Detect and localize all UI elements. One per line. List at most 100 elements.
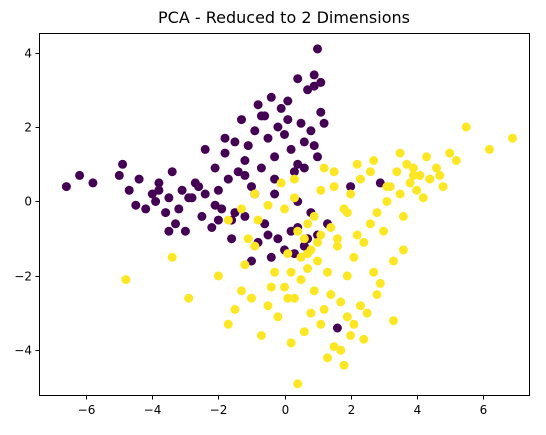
y-axis-ticks: −4 −2 0 2 4 [14, 47, 40, 358]
data-point-class-0 [184, 193, 194, 203]
data-point-class-0 [286, 144, 296, 154]
y-tick-label: 4 [24, 47, 32, 61]
data-point-class-1 [293, 379, 303, 389]
data-point-class-1 [237, 286, 246, 296]
data-point-class-0 [217, 204, 227, 214]
data-point-class-1 [359, 237, 369, 247]
data-point-class-0 [299, 137, 309, 147]
data-point-class-0 [194, 182, 204, 192]
data-point-class-1 [329, 182, 339, 192]
data-point-class-1 [415, 170, 425, 180]
data-point-class-0 [313, 152, 322, 162]
data-point-class-0 [134, 174, 144, 184]
data-point-class-1 [382, 197, 392, 206]
data-point-class-0 [240, 170, 250, 180]
x-tick-label: −2 [210, 403, 228, 417]
data-point-class-0 [253, 100, 263, 110]
data-point-class-1 [250, 241, 260, 251]
data-point-class-0 [260, 219, 270, 229]
data-point-class-0 [299, 163, 309, 173]
data-point-class-1 [372, 208, 382, 218]
data-point-class-0 [276, 103, 286, 113]
data-point-class-0 [200, 144, 210, 154]
data-point-class-0 [124, 185, 134, 195]
data-point-class-1 [375, 278, 385, 288]
data-point-class-1 [230, 304, 240, 314]
data-point-class-0 [154, 178, 164, 188]
data-point-class-1 [299, 234, 309, 244]
data-point-class-1 [342, 312, 352, 322]
data-point-class-0 [131, 200, 141, 210]
data-point-class-1 [276, 178, 286, 188]
data-point-class-1 [379, 226, 389, 236]
data-point-class-1 [319, 304, 329, 314]
data-point-class-0 [286, 226, 296, 236]
data-point-class-1 [280, 204, 289, 214]
data-point-class-1 [263, 200, 273, 210]
data-point-class-1 [329, 342, 339, 352]
data-point-class-1 [356, 301, 365, 311]
data-point-class-1 [247, 293, 256, 303]
data-point-class-1 [389, 256, 398, 266]
data-point-class-0 [240, 156, 250, 165]
data-point-class-0 [273, 122, 283, 132]
data-point-class-0 [240, 211, 250, 221]
data-point-class-0 [180, 226, 190, 236]
data-point-class-1 [256, 331, 266, 340]
data-point-class-1 [398, 245, 408, 255]
data-point-class-1 [223, 215, 233, 225]
data-point-class-0 [233, 167, 243, 177]
data-point-class-1 [356, 174, 365, 184]
data-point-class-1 [296, 252, 306, 262]
scatter-points [61, 44, 517, 389]
data-point-class-1 [349, 252, 359, 262]
data-point-class-1 [369, 156, 379, 165]
data-point-class-0 [266, 252, 276, 262]
data-point-class-0 [210, 200, 220, 210]
data-point-class-1 [289, 193, 299, 203]
data-point-class-1 [289, 174, 299, 184]
data-point-class-1 [405, 178, 415, 188]
data-point-class-0 [213, 185, 223, 195]
data-point-class-1 [240, 260, 250, 270]
data-point-class-1 [286, 338, 296, 348]
data-point-class-1 [332, 234, 342, 244]
chart-title: PCA - Reduced to 2 Dimensions [158, 8, 410, 27]
data-point-class-1 [395, 189, 405, 199]
data-point-class-1 [461, 122, 471, 132]
data-point-class-0 [313, 44, 322, 54]
y-tick-label: −4 [14, 344, 32, 358]
data-point-class-0 [256, 111, 266, 121]
data-point-class-0 [118, 159, 128, 169]
data-point-class-1 [349, 319, 359, 329]
data-point-class-1 [346, 189, 356, 199]
data-point-class-0 [303, 85, 313, 95]
data-point-class-1 [365, 167, 375, 177]
data-point-class-0 [250, 126, 260, 136]
data-point-class-1 [346, 331, 356, 340]
data-point-class-1 [329, 167, 339, 177]
x-tick-label: 6 [480, 403, 488, 417]
data-point-class-1 [418, 193, 428, 203]
data-point-class-0 [270, 174, 280, 184]
data-point-class-1 [402, 159, 412, 169]
data-point-class-1 [303, 249, 313, 259]
data-point-class-1 [316, 185, 326, 195]
data-point-class-1 [286, 267, 296, 277]
data-point-class-1 [408, 163, 418, 173]
data-point-class-1 [362, 308, 372, 318]
data-point-class-1 [283, 293, 293, 303]
data-point-class-1 [303, 219, 313, 229]
data-point-class-0 [293, 159, 303, 169]
data-point-class-0 [164, 193, 174, 203]
data-point-class-0 [375, 178, 385, 188]
data-point-class-0 [299, 241, 309, 251]
data-point-class-1 [273, 312, 283, 322]
data-point-class-0 [207, 223, 217, 232]
data-point-class-0 [346, 182, 356, 192]
data-point-class-0 [61, 182, 71, 192]
data-point-class-0 [293, 74, 303, 84]
data-point-class-1 [323, 267, 332, 277]
data-point-class-0 [283, 96, 293, 106]
data-point-class-0 [273, 234, 283, 244]
